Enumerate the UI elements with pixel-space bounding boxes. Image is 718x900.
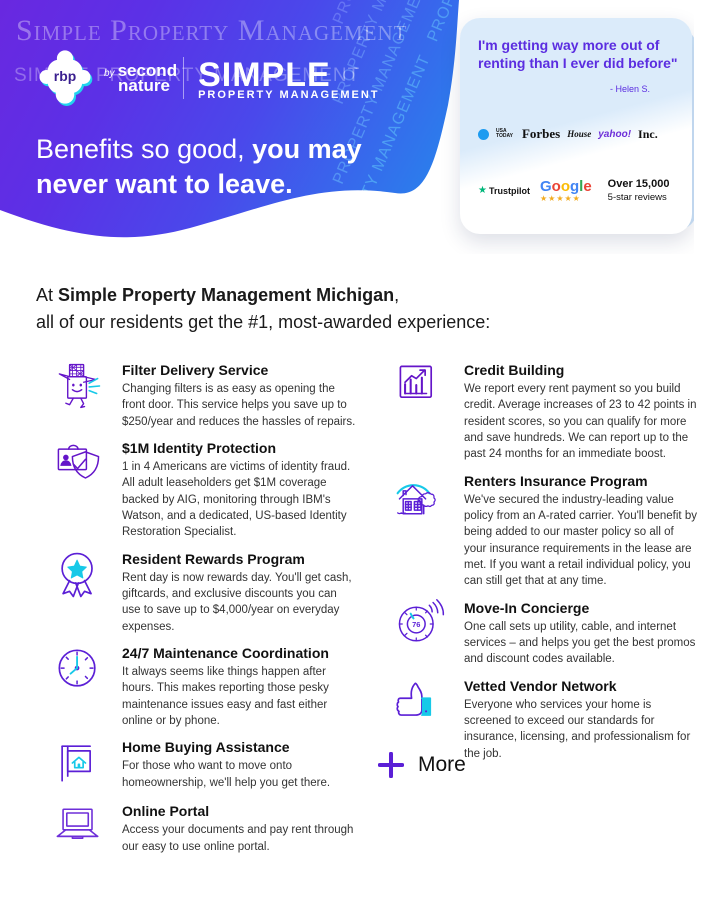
svg-text:rbp: rbp (54, 68, 76, 84)
svg-text:76: 76 (412, 619, 420, 628)
